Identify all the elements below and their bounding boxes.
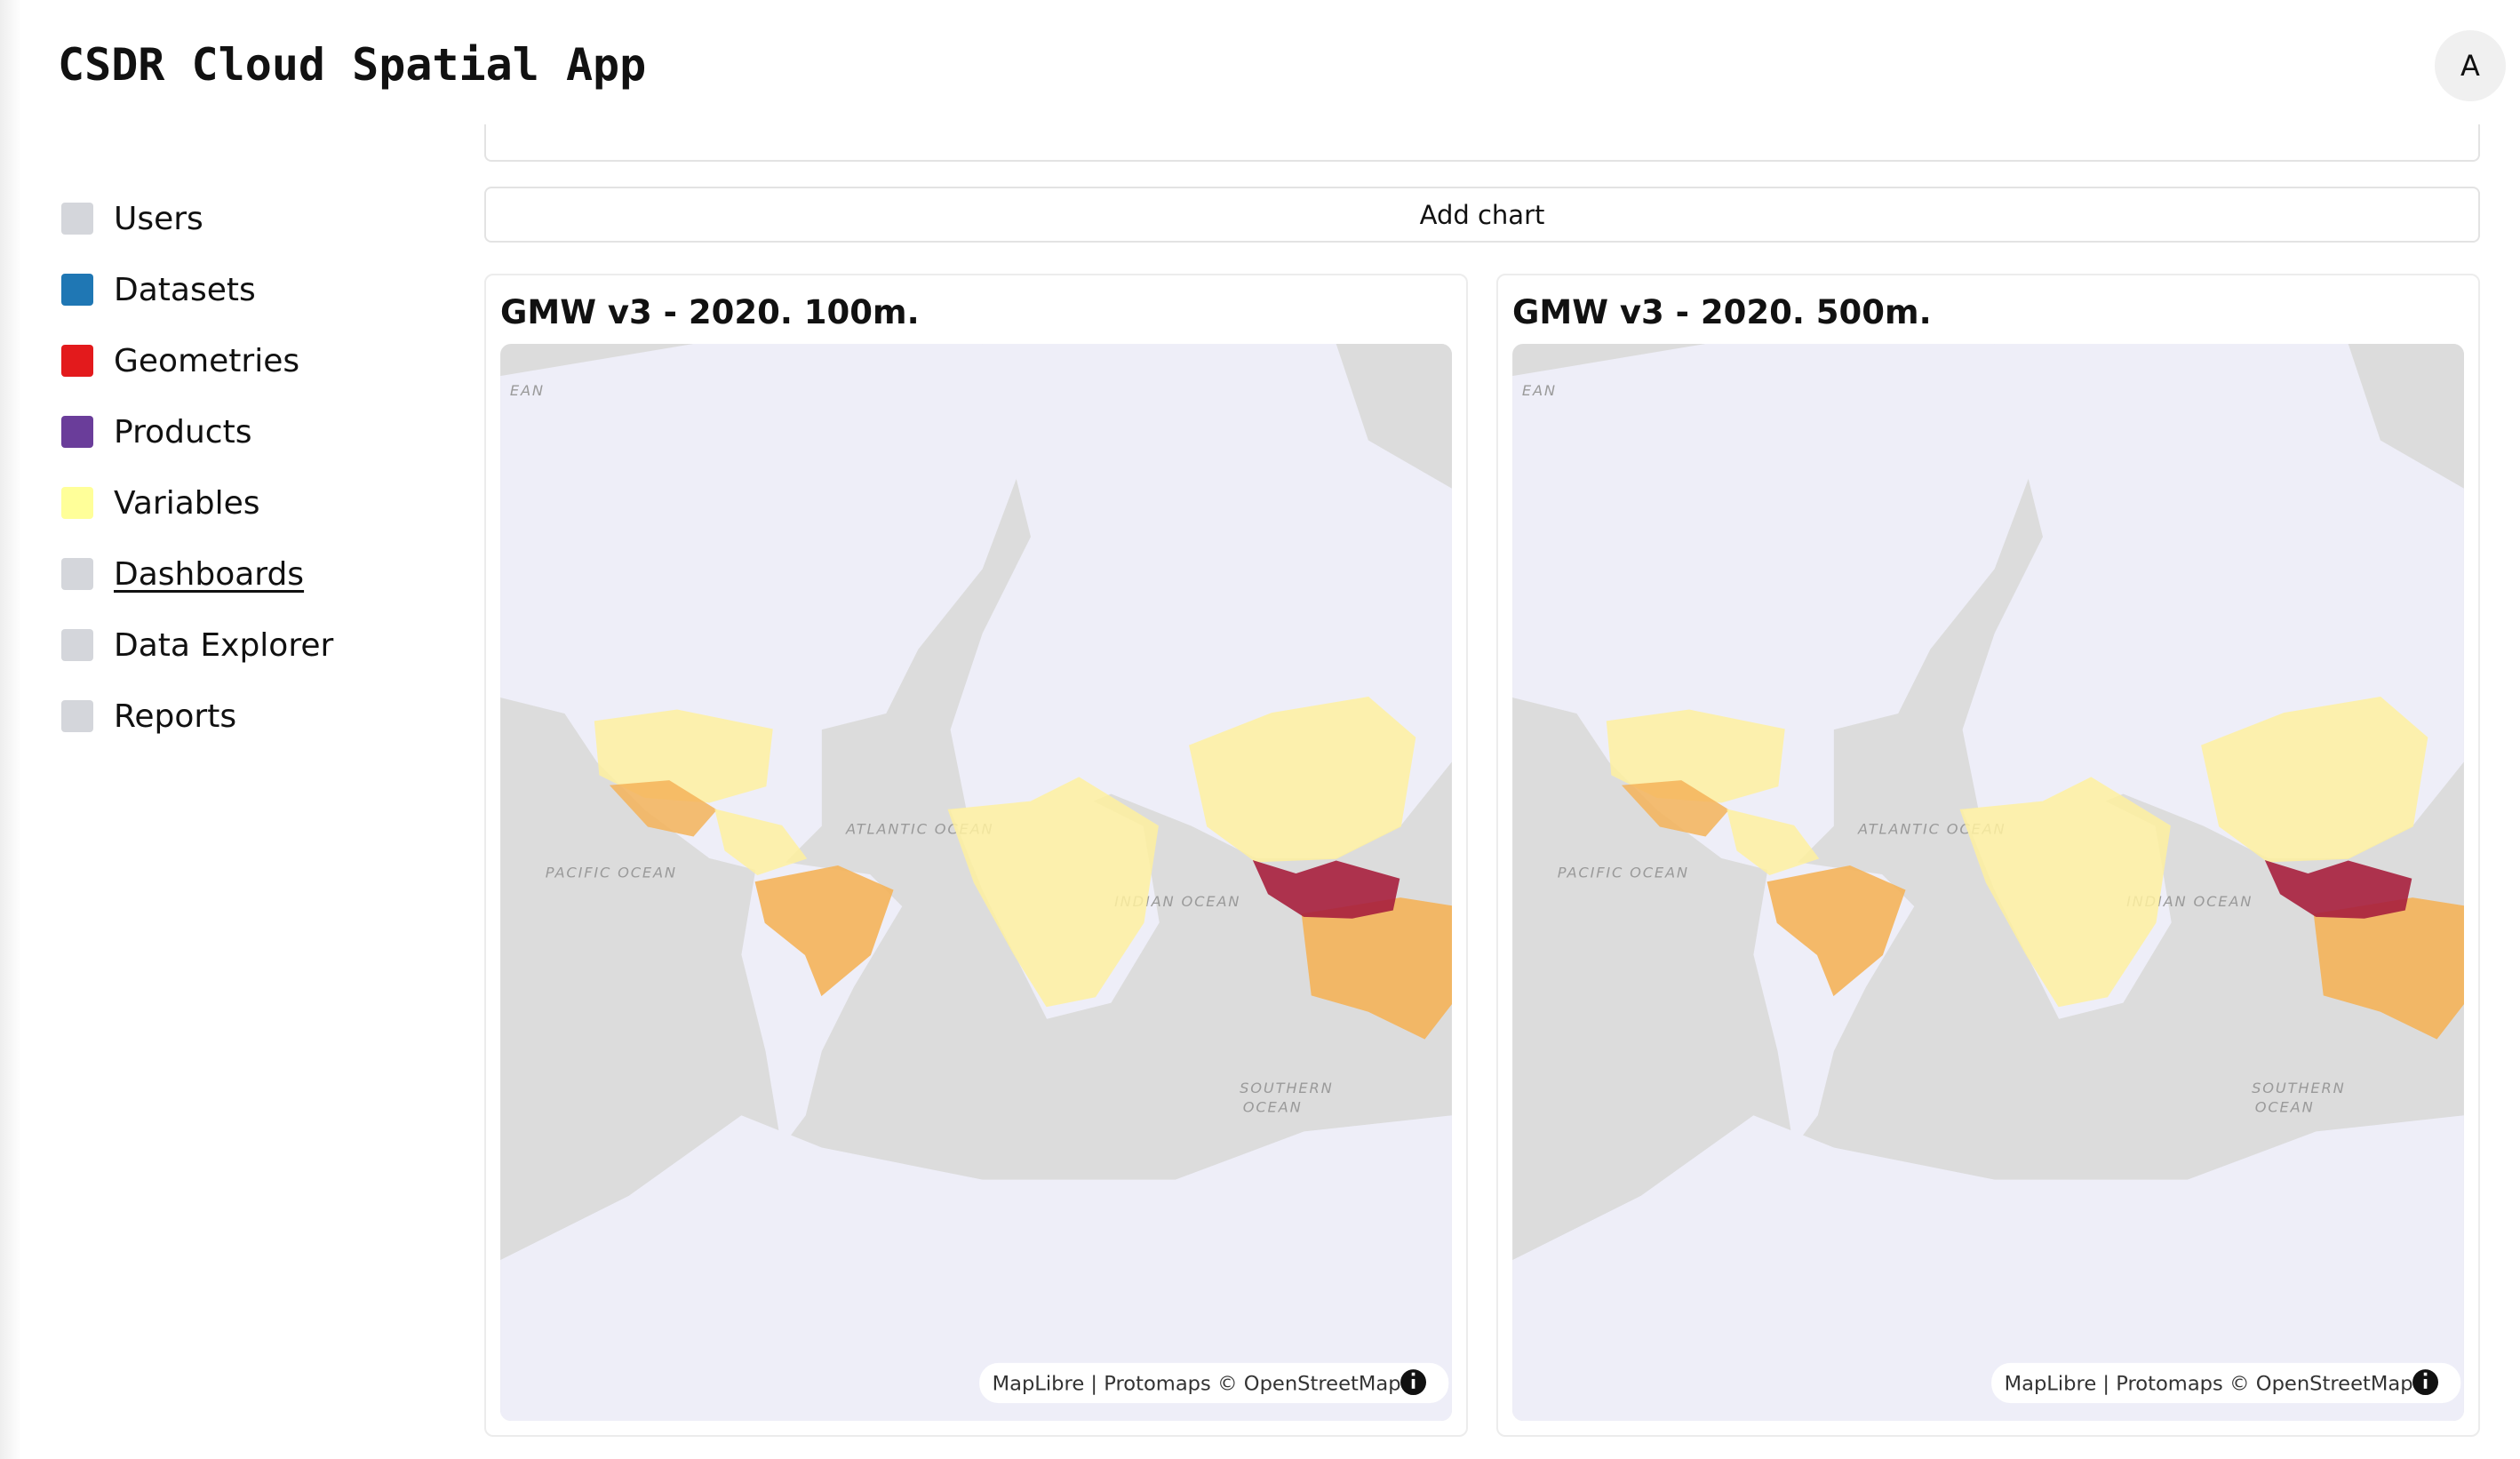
land (500, 1115, 1452, 1421)
land (1512, 1115, 2464, 1421)
nav-item[interactable]: Products (61, 396, 333, 467)
nav-item[interactable]: Users (61, 183, 333, 254)
sidebar: Users Datasets Geometries Products Varia… (61, 183, 333, 752)
nav-swatch (61, 416, 93, 448)
region (1959, 777, 2171, 1008)
ocean-label: PACIFIC OCEAN (1558, 865, 1689, 881)
nav-item[interactable]: Reports (61, 681, 333, 752)
region (1606, 709, 1785, 803)
card-title: GMW v3 - 2020. 100m. (500, 293, 920, 331)
ocean (821, 714, 919, 826)
ocean-label: OCEAN (1243, 1099, 1303, 1116)
ocean (1336, 344, 1452, 473)
nav-swatch (61, 558, 93, 590)
region (947, 777, 1159, 1008)
nav-swatch (61, 700, 93, 732)
attribution-pill (979, 1362, 1449, 1404)
nav-label[interactable]: Dashboards (114, 555, 305, 593)
nav-label[interactable]: Products (114, 413, 252, 450)
info-icon-glyph (2423, 1378, 2428, 1389)
nav-label[interactable]: Geometries (114, 342, 300, 379)
ocean-label: EAN (1522, 382, 1557, 399)
nav-label[interactable]: Variables (114, 484, 260, 522)
attribution: MapLibre | Protomaps © OpenStreetMap (993, 1373, 1401, 1396)
chart-card: GMW v3 - 2020. 100m. EAN PACIFIC OCEAN ATL… (484, 274, 1468, 1437)
region (1301, 897, 1452, 1040)
region (714, 809, 808, 875)
region (1766, 865, 1906, 997)
region (1189, 697, 1416, 863)
info-icon-glyph (1411, 1378, 1416, 1389)
region (594, 709, 773, 803)
ocean (1833, 714, 1931, 826)
nav-label[interactable]: Users (114, 200, 203, 237)
region (609, 780, 717, 837)
nav-label[interactable]: Datasets (114, 271, 256, 308)
attribution: MapLibre | Protomaps © OpenStreetMap (2005, 1373, 2413, 1396)
ocean-label: OCEAN (2255, 1099, 2315, 1116)
region (1727, 809, 1820, 875)
nav-item[interactable]: Geometries (61, 325, 333, 396)
attribution-pill (1991, 1362, 2461, 1404)
chart-card: GMW v3 - 2020. 500m. EAN PACIFIC OCEAN ATL… (1496, 274, 2480, 1437)
edge-shade (0, 0, 21, 1459)
avatar[interactable]: A (2435, 30, 2506, 101)
ocean-label: SOUTHERN (1240, 1080, 1333, 1096)
info-icon-dot (1411, 1372, 1416, 1376)
textarea[interactable] (484, 124, 2480, 162)
region (1621, 780, 1729, 837)
nav-item[interactable]: Variables (61, 467, 333, 538)
nav-item[interactable]: Datasets (61, 254, 333, 325)
nav-item[interactable]: Dashboards (61, 538, 333, 610)
ocean-label: EAN (510, 382, 545, 399)
nav-swatch (61, 345, 93, 377)
info-icon-dot (2423, 1372, 2428, 1376)
card-title: GMW v3 - 2020. 500m. (1512, 293, 1932, 331)
region (1252, 860, 1400, 919)
nav-item[interactable]: Data Explorer (61, 610, 333, 681)
nav-label[interactable]: Reports (114, 698, 237, 735)
region (2313, 897, 2464, 1040)
nav-label[interactable]: Data Explorer (114, 626, 334, 664)
region (2264, 860, 2412, 919)
ocean-label: PACIFIC OCEAN (546, 865, 677, 881)
ocean (2348, 344, 2464, 473)
nav-swatch (61, 629, 93, 661)
nav-swatch (61, 274, 93, 306)
nav-swatch (61, 487, 93, 519)
region (2201, 697, 2428, 863)
map[interactable]: EAN PACIFIC OCEAN ATLANTIC OCEAN INDIAN OCE… (500, 344, 1452, 1421)
nav-swatch (61, 203, 93, 235)
ocean-label: SOUTHERN (2252, 1080, 2345, 1096)
app-title: CSDR Cloud Spatial App (58, 39, 647, 91)
map[interactable]: EAN PACIFIC OCEAN ATLANTIC OCEAN INDIAN OCE… (1512, 344, 2464, 1421)
region (754, 865, 894, 997)
add-chart-button[interactable]: Add chart (484, 187, 2480, 243)
